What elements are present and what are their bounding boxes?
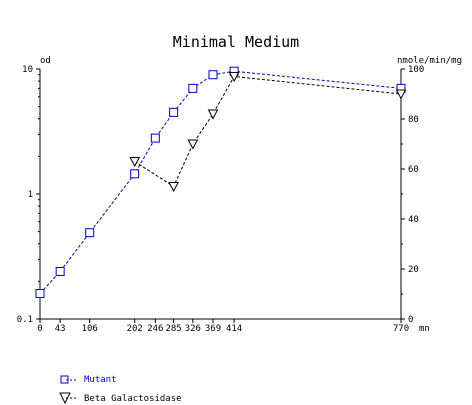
point-mutant [35,288,45,298]
y-right-tick-label: 80 [408,115,419,125]
chart-title: Minimal Medium [173,33,299,51]
point-beta-galactosidase [395,89,407,100]
x-tick-label: 285 [165,324,181,334]
x-tick-label: 326 [185,324,201,334]
y-right-axis-label: nmole/min/mg [397,56,462,66]
x-axis-unit-label: mn [419,324,430,334]
x-tick-label: 770 [393,324,409,334]
y-right-tick-label: 0 [408,315,413,325]
point-mutant [169,107,179,117]
y-left-axis-label: od [40,56,51,66]
legend-mutant-marker [60,375,69,384]
point-mutant [55,266,65,276]
x-tick-label: 106 [82,324,98,334]
y-right-tick-label: 60 [408,165,419,175]
series-line-beta-galactosidase [134,75,402,188]
legend-beta-marker [59,392,71,405]
y-right-ticks: 0 20 40 60 80 100 [401,65,424,325]
point-beta-galactosidase [129,157,141,168]
legend-item-mutant: Mutant [60,375,117,385]
x-tick-label: 246 [147,324,163,334]
x-tick-label: 202 [127,324,143,334]
series-layer [35,66,407,298]
x-tick-label: 369 [205,324,221,334]
point-mutant [85,228,95,238]
x-tick-label: 0 [37,324,42,334]
point-beta-galactosidase [168,182,179,193]
point-beta-galactosidase [187,139,199,150]
point-mutant [208,70,218,80]
point-mutant [130,169,140,179]
y-right-tick-label: 20 [408,265,419,275]
legend: Mutant Beta Galactosidase [59,375,182,405]
y-right-tick-label: 100 [408,65,424,75]
x-ticks: 0 43 106 202 246 285 326 369 414 770 [37,319,409,334]
point-beta-galactosidase [207,109,219,120]
legend-item-beta-galactosidase: Beta Galactosidase [59,392,182,405]
legend-beta-label: Beta Galactosidase [84,394,182,404]
x-tick-label: 414 [226,324,242,334]
series-line-mutant [39,70,402,294]
point-beta-galactosidase [228,72,240,83]
x-tick-label: 43 [55,324,66,334]
y-left-tick-label: 0.1 [17,315,33,325]
point-mutant [150,133,160,143]
y-left-tick-label: 1 [28,190,33,200]
y-right-tick-label: 40 [408,215,419,225]
y-left-ticks: 0.1 1 10 [17,65,40,325]
point-mutant [188,83,198,93]
legend-mutant-label: Mutant [84,375,117,385]
y-left-tick-label: 10 [22,65,33,75]
